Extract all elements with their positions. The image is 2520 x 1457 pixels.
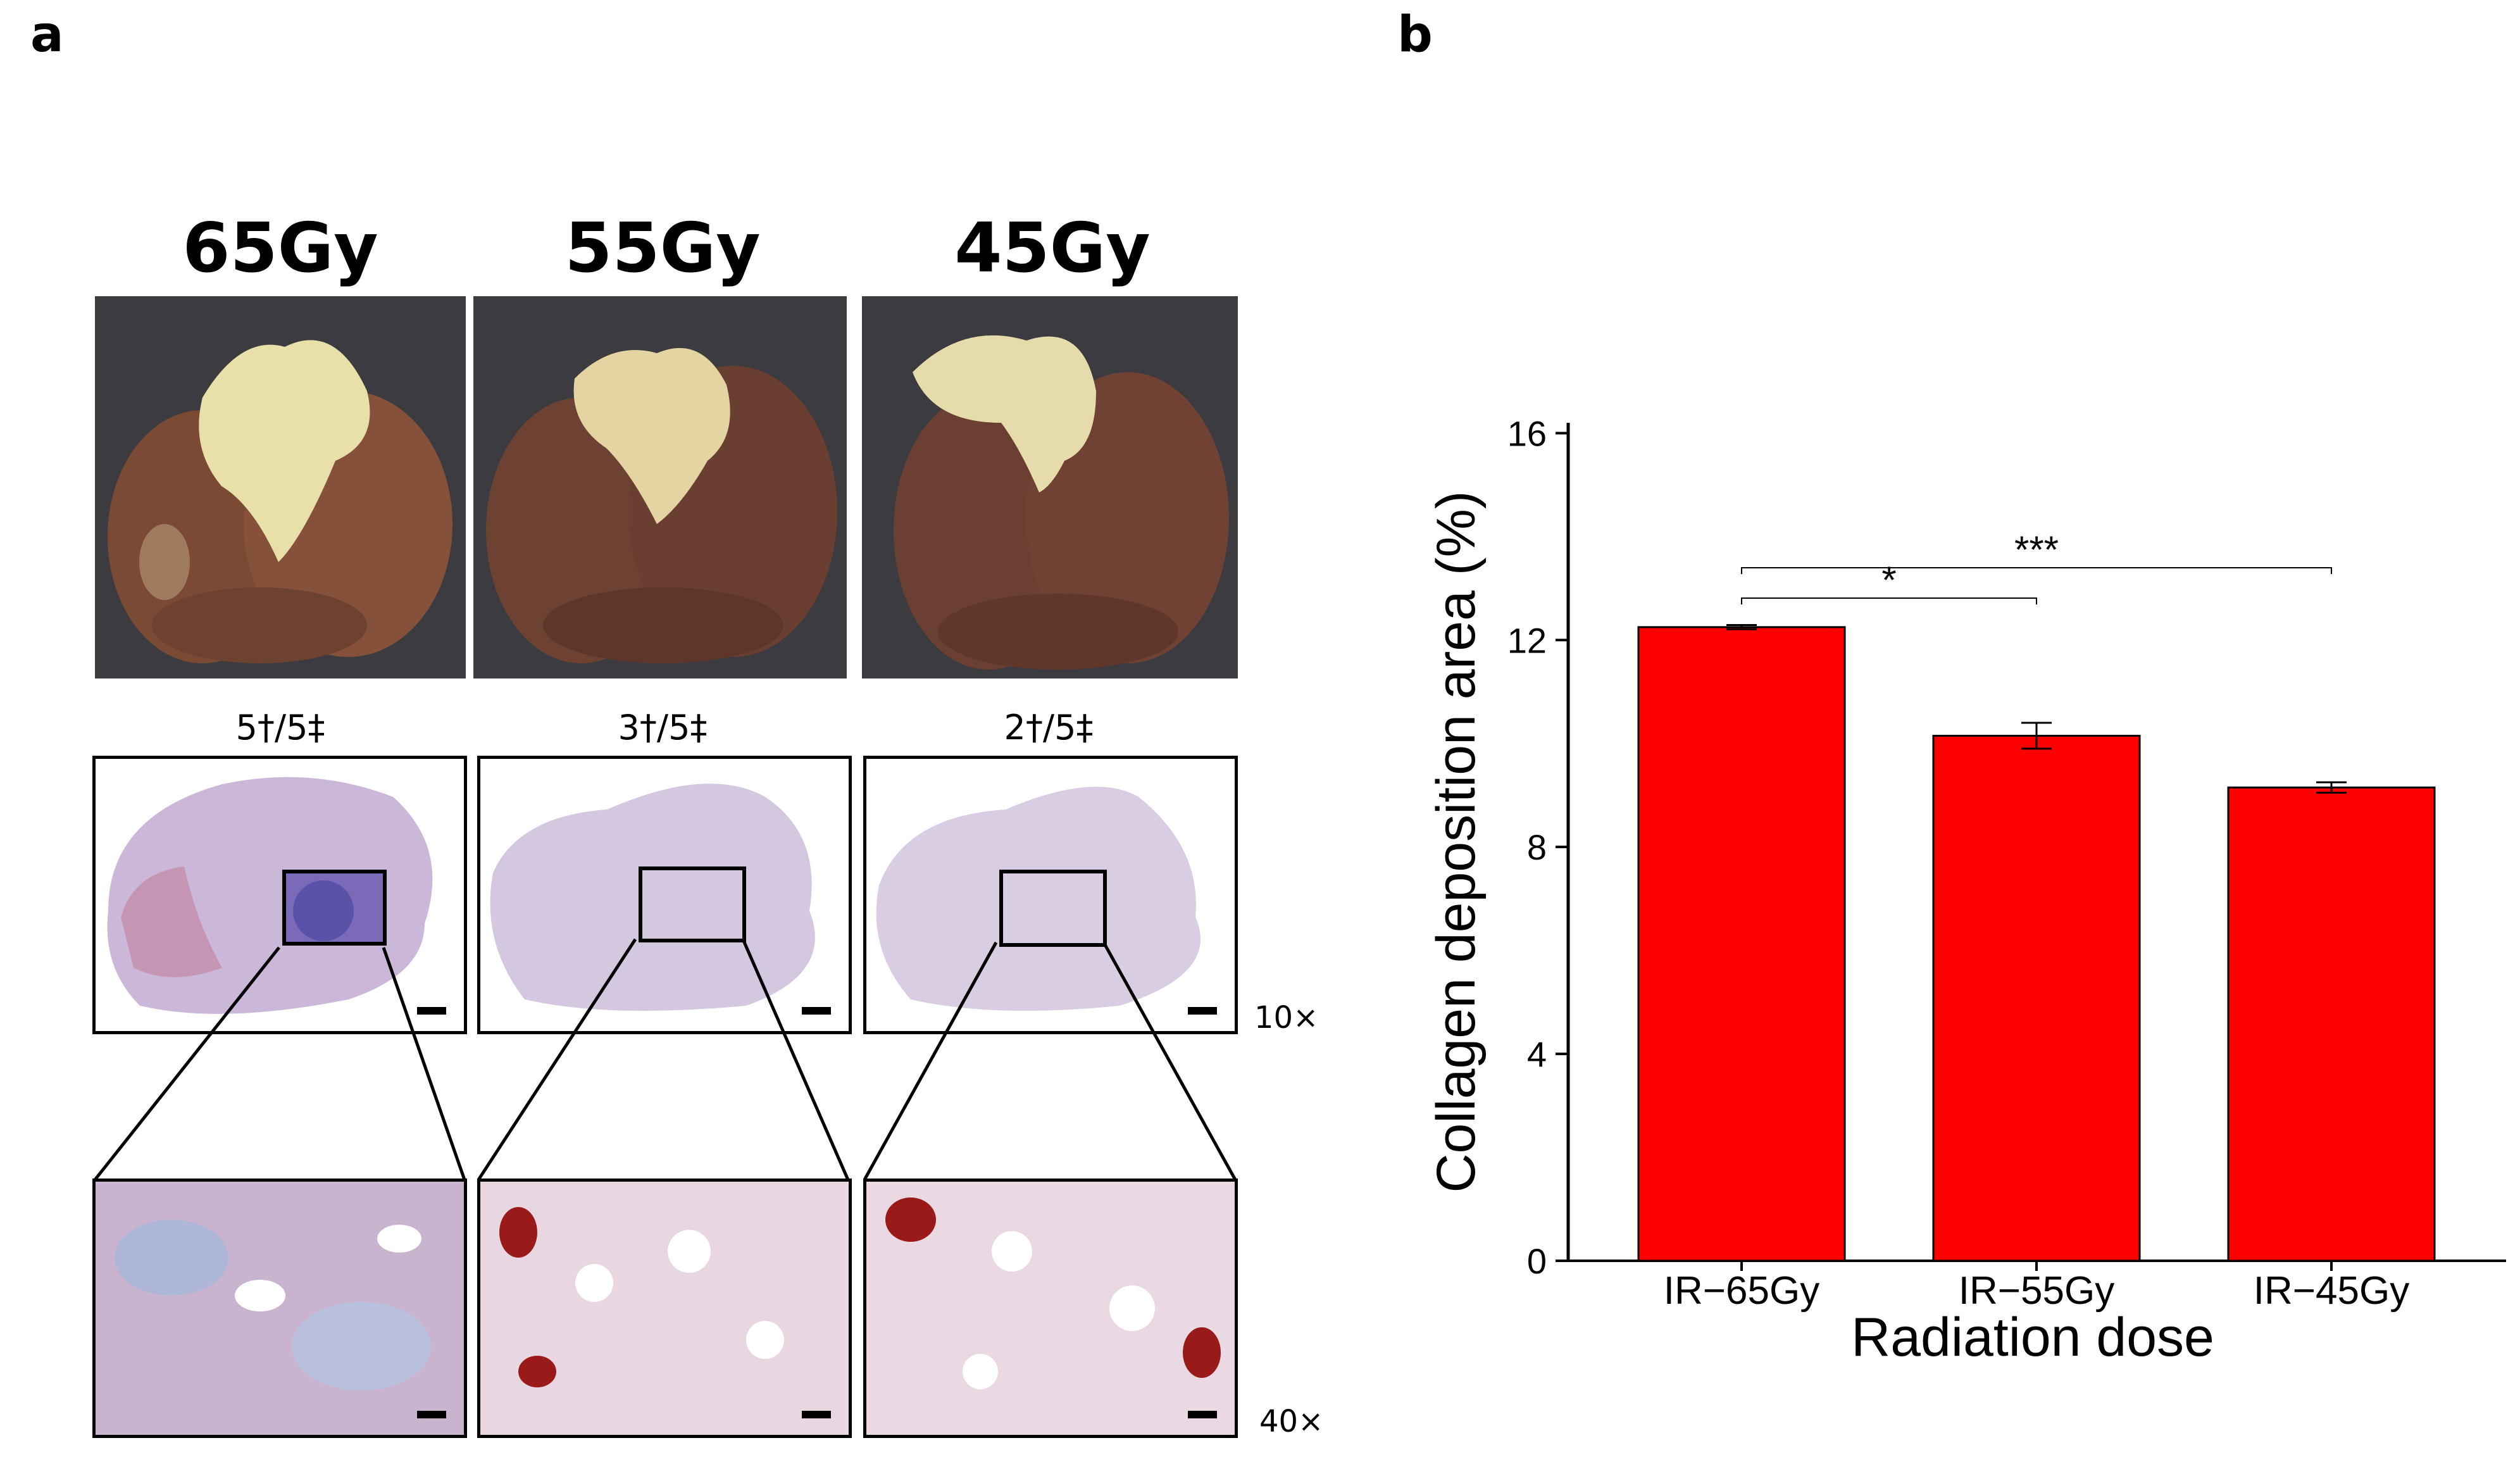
bar-2	[1932, 734, 2141, 1262]
y-tick-label: 12	[1507, 620, 1547, 660]
survival-55gy: 3†/5‡	[618, 708, 708, 747]
y-tick-label: 4	[1527, 1034, 1547, 1074]
lung-photo-45gy	[862, 296, 1238, 678]
y-tick-label: 0	[1527, 1241, 1547, 1281]
magnification-40x: 40×	[1259, 1404, 1324, 1439]
survival-45gy: 2†/5‡	[1004, 708, 1094, 747]
panel-b-label: b	[1397, 6, 1433, 63]
x-tick-label: IR−65Gy	[1664, 1269, 1819, 1313]
significance-bracket-1	[1741, 597, 2037, 604]
magnification-10x: 10×	[1254, 1000, 1319, 1035]
significance-label-1: *	[1881, 559, 1896, 601]
y-axis-title: Collagen deposition area (%)	[1426, 491, 1487, 1192]
y-tick-label: 16	[1507, 413, 1547, 453]
significance-bracket-2	[1741, 567, 2332, 574]
histology-10x-65gy	[92, 756, 467, 1034]
histology-40x-65gy	[92, 1179, 467, 1438]
lung-photo-55gy	[473, 296, 847, 678]
bar-3	[2227, 786, 2436, 1262]
y-tick-label: 8	[1527, 827, 1547, 867]
bar-1	[1637, 626, 1846, 1262]
panel-a-label: a	[30, 6, 64, 63]
x-tick-label: IR−55Gy	[1959, 1269, 2114, 1313]
lung-photo-65gy	[95, 296, 466, 678]
histology-10x-45gy	[863, 756, 1238, 1034]
histology-10x-55gy	[477, 756, 852, 1034]
x-tick-label: IR−45Gy	[2254, 1269, 2409, 1313]
x-axis-title: Radiation dose	[1851, 1307, 2214, 1368]
survival-65gy: 5†/5‡	[235, 708, 325, 747]
significance-label-2: ***	[2014, 528, 2059, 571]
zoom-connectors	[94, 938, 1237, 1181]
dose-title-55gy: 55Gy	[565, 209, 761, 288]
dose-title-45gy: 45Gy	[954, 209, 1151, 288]
dose-title-65gy: 65Gy	[182, 209, 378, 288]
histology-40x-55gy	[477, 1179, 852, 1438]
histology-40x-45gy	[863, 1179, 1238, 1438]
